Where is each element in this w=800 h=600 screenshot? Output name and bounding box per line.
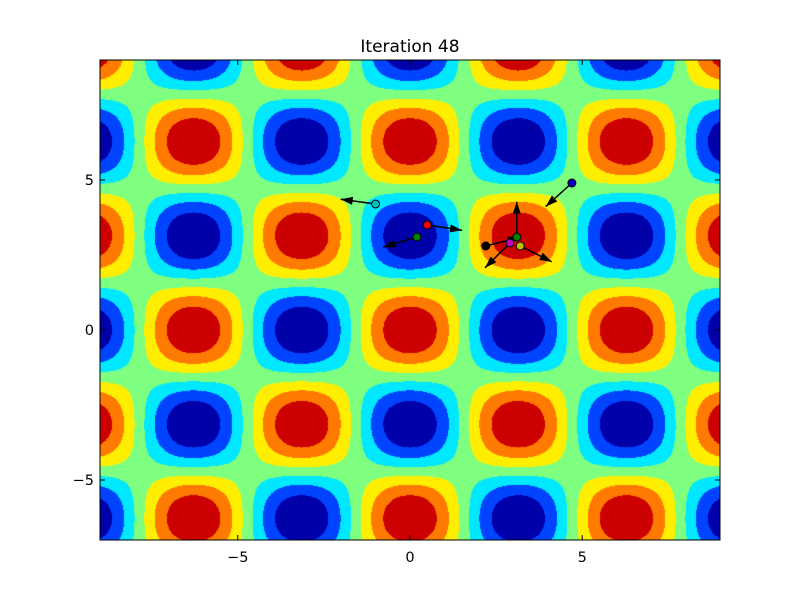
velocity-arrow-head [484,256,497,268]
x-tick-label: 0 [405,550,414,566]
particles-layer [340,178,577,269]
particle-marker [422,220,432,230]
velocity-arrow-head [512,201,521,214]
particle-marker [512,232,522,242]
plot-area [100,60,720,540]
particle-marker [505,238,515,248]
x-tick-label: −5 [227,550,248,566]
velocity-arrow-head [539,252,552,262]
particle-marker [567,178,577,188]
y-tick-label: 5 [85,173,94,189]
particle-marker [371,199,381,209]
particle-marker [515,241,525,251]
x-tick-label: 5 [578,550,587,566]
particle-marker [481,241,491,251]
velocity-arrow-head [383,239,396,248]
y-tick-label: −5 [73,473,94,489]
velocity-arrow-head [449,224,463,233]
y-tick-label: 0 [85,323,94,339]
velocity-arrow-head [545,195,558,207]
chart-title: Iteration 48 [360,37,459,57]
axis-ticks: −5 0 5 −5 0 5 [73,60,720,566]
particle-marker [412,232,422,242]
contour-fill [100,60,720,540]
velocity-arrow-head [340,196,354,205]
